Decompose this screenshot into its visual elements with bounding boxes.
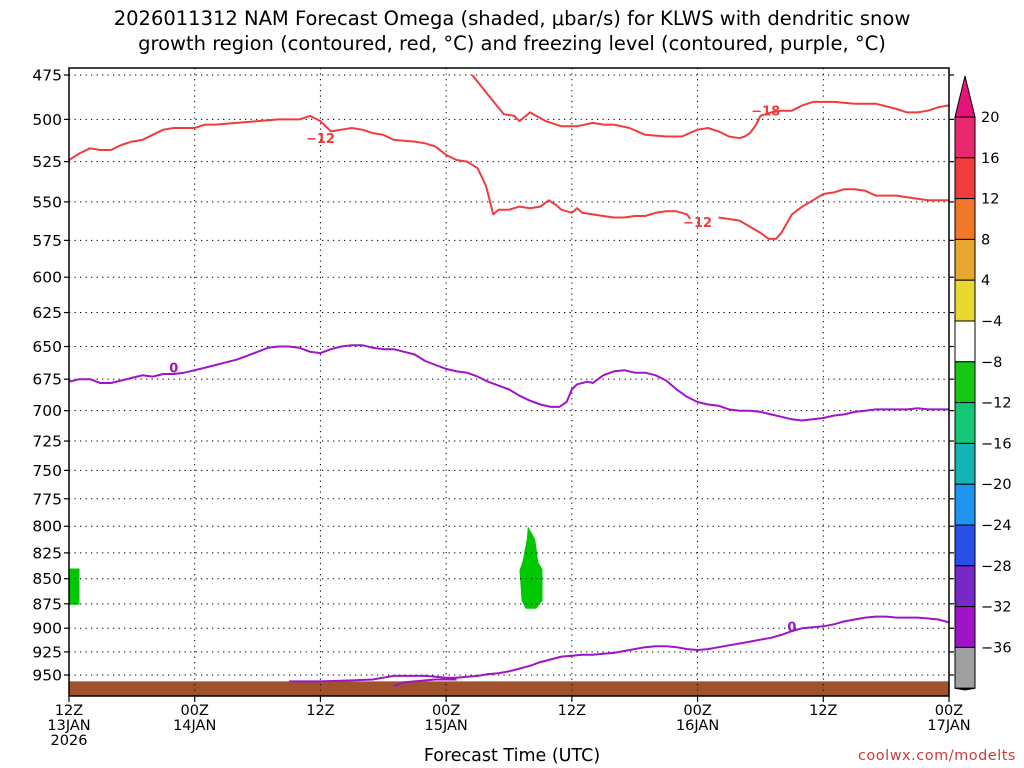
x-tick-label: 14JAN xyxy=(173,718,216,734)
colorbar-label: −16 xyxy=(981,436,1012,452)
colorbar-label: −32 xyxy=(981,600,1012,616)
y-tick-label: 775 xyxy=(32,490,62,508)
colorbar-label: −24 xyxy=(981,518,1012,534)
colorbar-segment xyxy=(954,402,976,444)
y-tick-label: 900 xyxy=(32,620,62,638)
y-tick-label: 750 xyxy=(32,462,62,480)
terrain-layer xyxy=(69,681,949,696)
colorbar-arrow-top xyxy=(954,75,976,118)
dgz-12-red-lower xyxy=(718,188,949,240)
colorbar-segment xyxy=(954,116,976,159)
colorbar-arrow-bottom xyxy=(954,687,976,691)
x-tick-label: 00Z xyxy=(181,703,209,719)
colorbar-label: 16 xyxy=(981,151,999,167)
colorbar-label: −12 xyxy=(981,396,1012,412)
x-tick-label: 00Z xyxy=(935,703,963,719)
colorbar-segment xyxy=(954,606,976,648)
dgz-12-red-upper-label: −12 xyxy=(306,132,335,147)
contour-layer: −18 −12 −12 0 0 xyxy=(69,74,949,687)
colorbar-label: −36 xyxy=(981,640,1012,656)
y-tick-label: 675 xyxy=(32,371,62,389)
colorbar-segment xyxy=(954,238,976,281)
y-tick-label: 850 xyxy=(32,570,62,588)
chart-title-line-1: 2026011312 NAM Forecast Omega (shaded, μ… xyxy=(113,7,911,30)
freezing-level-upper-purple xyxy=(69,344,949,422)
x-tick-label: 12Z xyxy=(306,703,334,719)
y-tick-label: 600 xyxy=(32,269,62,287)
x-tick-label: 13JAN xyxy=(47,718,90,734)
y-tick-label: 625 xyxy=(32,304,62,322)
source-credit[interactable]: coolwx.com/modelts xyxy=(857,748,1016,764)
freezing-level-lower-purple-label: 0 xyxy=(787,620,796,635)
colorbar-segment xyxy=(954,483,976,526)
colorbar-segment xyxy=(954,279,976,322)
y-tick-label: 550 xyxy=(32,193,62,211)
dgz-upper-red-label: −18 xyxy=(751,105,780,120)
freezing-level-upper-purple-label: 0 xyxy=(169,362,178,377)
y-tick-label: 725 xyxy=(32,433,62,451)
colorbar-label: −8 xyxy=(981,355,1002,371)
colorbar-label: 20 xyxy=(981,110,999,126)
colorbar-label: −4 xyxy=(981,314,1002,330)
colorbar-segment xyxy=(954,157,976,200)
x-tick-label: 12Z xyxy=(55,703,83,719)
x-axis-label: Forecast Time (UTC) xyxy=(423,746,601,766)
colorbar-segment xyxy=(954,198,976,240)
x-tick-label: 2026 xyxy=(51,733,88,749)
x-tick-label: 00Z xyxy=(683,703,711,719)
y-axis-ticks: 475 500 525 550 575 600 625 650 675 700 725 750 775 8… xyxy=(32,67,954,685)
y-tick-label: 525 xyxy=(32,153,62,171)
colorbar-segment xyxy=(954,565,976,608)
dgz-upper-red xyxy=(471,74,949,140)
freezing-level-segment-purple xyxy=(393,678,457,687)
dgz-12-red-lower-label: −12 xyxy=(683,216,712,231)
grid-layer xyxy=(69,68,949,696)
colorbar-segment xyxy=(954,646,976,689)
colorbar-label: 4 xyxy=(981,273,990,289)
omega-patch-left xyxy=(69,568,80,605)
colorbar-label: 8 xyxy=(981,232,990,248)
colorbar-segment xyxy=(954,442,976,485)
y-tick-label: 475 xyxy=(32,67,62,85)
y-tick-label: 575 xyxy=(32,232,62,250)
y-tick-label: 925 xyxy=(32,643,62,661)
y-tick-label: 950 xyxy=(32,667,62,685)
chart-title-line-2: growth region (contoured, red, °C) and f… xyxy=(138,32,886,55)
colorbar-segment xyxy=(954,361,976,404)
x-tick-label: 12Z xyxy=(809,703,837,719)
freezing-level-lower-purple xyxy=(289,615,949,683)
y-tick-label: 875 xyxy=(32,595,62,613)
x-tick-label: 16JAN xyxy=(676,718,719,734)
plot-border xyxy=(68,67,950,697)
omega-shading-layer xyxy=(69,526,543,609)
colorbar-label: 12 xyxy=(981,192,999,208)
omega-patch-center xyxy=(519,526,543,609)
y-tick-label: 825 xyxy=(32,544,62,562)
colorbar-label: −28 xyxy=(981,559,1012,575)
colorbar-segment xyxy=(954,320,976,363)
x-tick-label: 12Z xyxy=(558,703,586,719)
y-tick-label: 650 xyxy=(32,338,62,356)
plot-frame xyxy=(68,67,950,697)
y-tick-label: 800 xyxy=(32,518,62,536)
terrain-fill xyxy=(69,681,949,696)
y-tick-label: 700 xyxy=(32,402,62,420)
x-tick-label: 17JAN xyxy=(927,718,970,734)
x-tick-label: 00Z xyxy=(432,703,460,719)
dgz-12-red-upper xyxy=(69,114,692,220)
x-tick-label: 15JAN xyxy=(425,718,468,734)
colorbar-segment xyxy=(954,524,976,567)
colorbar: 20 16 12 8 4 −4 −8 −12 −16 −20 −24 −28 −32 −36 xyxy=(954,75,1012,691)
y-tick-label: 500 xyxy=(32,111,62,129)
colorbar-label: −20 xyxy=(981,477,1012,493)
